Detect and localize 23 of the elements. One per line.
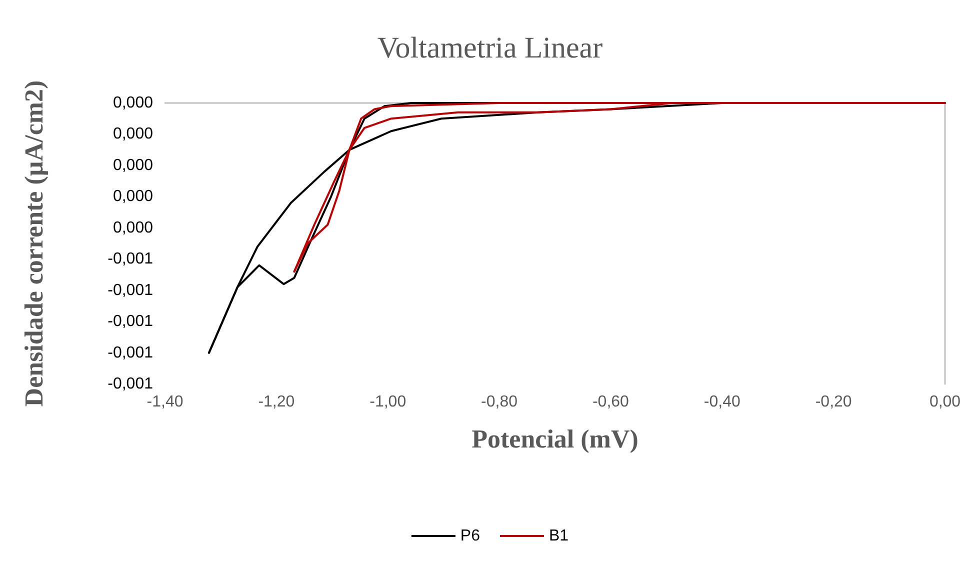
y-tick-label: -0,001: [108, 376, 154, 392]
legend-label: B1: [549, 528, 569, 544]
y-tick-label: 0,000: [112, 156, 154, 174]
y-tick-label: 0,000: [112, 219, 154, 236]
legend-label: P6: [460, 528, 480, 544]
x-axis-title: Potencial (mV): [472, 424, 638, 454]
x-tick-label: -1,00: [370, 394, 406, 410]
x-tick-label: -0,20: [815, 394, 852, 410]
x-tick-label: 0,00: [929, 394, 961, 410]
x-tick-label: -0,40: [704, 394, 740, 410]
y-tick-label: 0,000: [112, 126, 154, 143]
x-tick-label: -0,60: [592, 394, 630, 410]
y-tick-label: 0,000: [112, 188, 154, 206]
y-tick-label: -0,001: [108, 250, 154, 268]
chart-title: Voltametria Linear: [377, 32, 603, 64]
x-tick-label: -0,80: [481, 394, 518, 410]
y-tick-label: -0,001: [108, 282, 154, 299]
x-tick-label: -1,20: [258, 394, 295, 410]
y-tick-label: -0,001: [108, 313, 154, 330]
y-tick-label: 0,000: [112, 94, 154, 112]
y-axis-title: Densidade corrente (µA/cm2): [20, 80, 48, 407]
y-tick-label: -0,001: [108, 344, 154, 362]
x-tick-label: -1,40: [146, 394, 184, 410]
